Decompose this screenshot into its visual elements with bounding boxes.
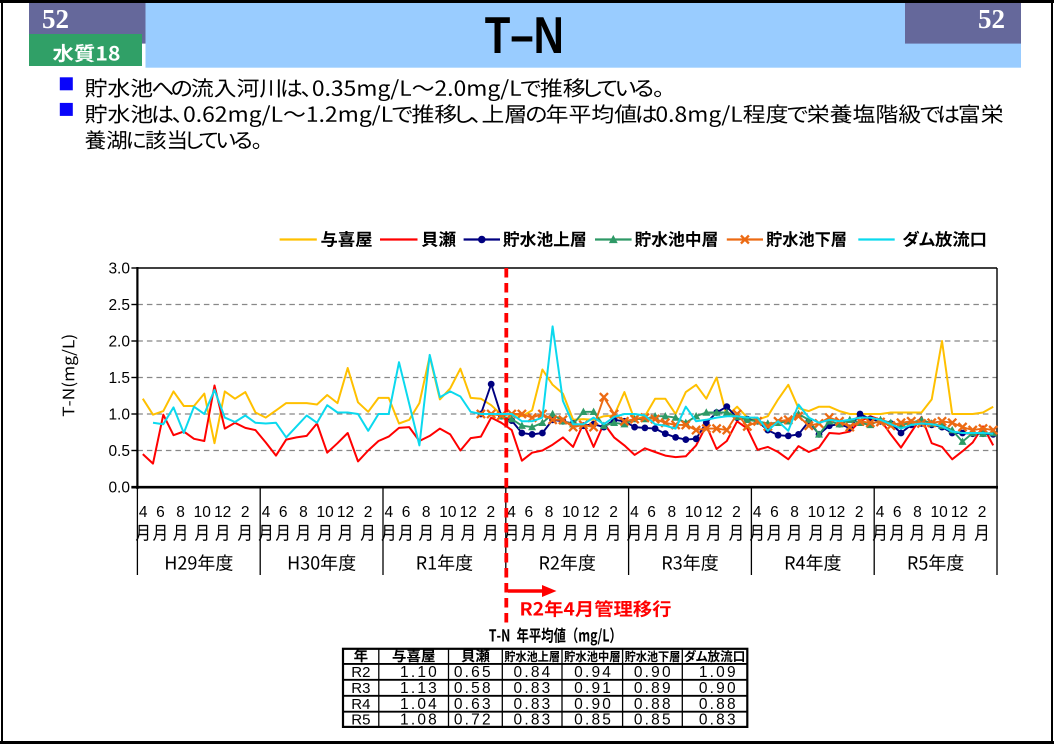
svg-text:6: 6 bbox=[524, 504, 533, 521]
svg-text:4: 4 bbox=[262, 504, 271, 521]
svg-text:R2: R2 bbox=[351, 664, 370, 681]
svg-text:R4: R4 bbox=[351, 696, 370, 713]
svg-text:0.88: 0.88 bbox=[699, 696, 738, 713]
svg-text:52: 52 bbox=[978, 4, 1005, 34]
svg-text:0.65: 0.65 bbox=[454, 664, 493, 681]
svg-text:0.90: 0.90 bbox=[634, 664, 673, 681]
svg-text:3.0: 3.0 bbox=[108, 261, 130, 278]
svg-text:10: 10 bbox=[685, 504, 703, 521]
svg-text:1.10: 1.10 bbox=[400, 664, 439, 681]
svg-text:4: 4 bbox=[753, 504, 762, 521]
svg-text:8: 8 bbox=[299, 504, 308, 521]
svg-text:0.90: 0.90 bbox=[574, 696, 613, 713]
svg-text:8: 8 bbox=[667, 504, 676, 521]
svg-text:4: 4 bbox=[139, 504, 148, 521]
svg-text:0.84: 0.84 bbox=[514, 664, 553, 681]
svg-text:0.58: 0.58 bbox=[454, 680, 493, 697]
svg-text:8: 8 bbox=[176, 504, 185, 521]
svg-text:0.83: 0.83 bbox=[514, 696, 553, 713]
svg-text:6: 6 bbox=[647, 504, 656, 521]
svg-text:10: 10 bbox=[439, 504, 457, 521]
svg-text:12: 12 bbox=[582, 504, 599, 521]
svg-text:T–N: T–N bbox=[485, 6, 564, 64]
svg-text:2: 2 bbox=[732, 504, 741, 521]
svg-text:0.85: 0.85 bbox=[574, 711, 613, 728]
svg-text:6: 6 bbox=[279, 504, 288, 521]
svg-text:2: 2 bbox=[978, 504, 987, 521]
svg-text:8: 8 bbox=[790, 504, 799, 521]
svg-text:12: 12 bbox=[828, 504, 845, 521]
svg-text:2.5: 2.5 bbox=[108, 297, 130, 314]
svg-text:0.94: 0.94 bbox=[574, 664, 613, 681]
svg-text:12: 12 bbox=[337, 504, 354, 521]
svg-text:4: 4 bbox=[384, 504, 393, 521]
svg-text:4: 4 bbox=[507, 504, 516, 521]
svg-text:0.91: 0.91 bbox=[574, 680, 613, 697]
svg-text:0.5: 0.5 bbox=[108, 443, 130, 460]
svg-text:0.63: 0.63 bbox=[454, 696, 493, 713]
svg-text:10: 10 bbox=[194, 504, 212, 521]
svg-text:8: 8 bbox=[913, 504, 922, 521]
svg-text:2: 2 bbox=[609, 504, 618, 521]
svg-text:6: 6 bbox=[893, 504, 902, 521]
svg-text:8: 8 bbox=[422, 504, 431, 521]
svg-text:0.85: 0.85 bbox=[634, 711, 673, 728]
svg-text:1.0: 1.0 bbox=[108, 407, 130, 424]
svg-text:R5: R5 bbox=[351, 711, 370, 728]
svg-text:4: 4 bbox=[876, 504, 885, 521]
svg-text:0.89: 0.89 bbox=[634, 680, 673, 697]
svg-text:8: 8 bbox=[545, 504, 554, 521]
svg-text:0.72: 0.72 bbox=[454, 711, 493, 728]
svg-text:0.83: 0.83 bbox=[699, 711, 738, 728]
svg-text:4: 4 bbox=[630, 504, 639, 521]
svg-text:12: 12 bbox=[214, 504, 231, 521]
svg-text:12: 12 bbox=[460, 504, 477, 521]
svg-text:0.83: 0.83 bbox=[514, 711, 553, 728]
svg-text:12: 12 bbox=[951, 504, 968, 521]
svg-text:1.04: 1.04 bbox=[400, 696, 439, 713]
svg-text:0.83: 0.83 bbox=[514, 680, 553, 697]
svg-text:2: 2 bbox=[241, 504, 250, 521]
svg-text:2: 2 bbox=[855, 504, 864, 521]
svg-text:1.5: 1.5 bbox=[108, 370, 130, 387]
svg-text:10: 10 bbox=[930, 504, 948, 521]
svg-text:10: 10 bbox=[808, 504, 826, 521]
svg-text:10: 10 bbox=[316, 504, 334, 521]
svg-text:6: 6 bbox=[770, 504, 779, 521]
svg-text:10: 10 bbox=[562, 504, 580, 521]
svg-text:12: 12 bbox=[705, 504, 722, 521]
svg-text:0.0: 0.0 bbox=[108, 480, 130, 497]
svg-text:1.08: 1.08 bbox=[400, 711, 439, 728]
svg-text:2: 2 bbox=[486, 504, 495, 521]
svg-text:1.13: 1.13 bbox=[400, 680, 439, 697]
svg-text:0.88: 0.88 bbox=[634, 696, 673, 713]
svg-text:R3: R3 bbox=[351, 680, 370, 697]
svg-text:1.09: 1.09 bbox=[699, 664, 738, 681]
svg-text:2: 2 bbox=[364, 504, 373, 521]
svg-text:6: 6 bbox=[402, 504, 411, 521]
svg-text:2.0: 2.0 bbox=[108, 334, 130, 351]
svg-text:6: 6 bbox=[156, 504, 165, 521]
svg-text:52: 52 bbox=[42, 4, 69, 34]
svg-text:0.90: 0.90 bbox=[699, 680, 738, 697]
